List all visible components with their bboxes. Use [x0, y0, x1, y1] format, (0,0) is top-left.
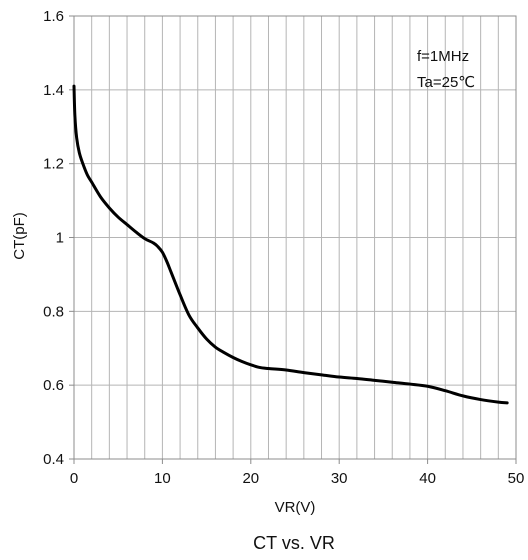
y-tick-label: 1.4 [43, 82, 64, 99]
x-tick-label: 30 [331, 470, 348, 487]
y-tick-label: 1.6 [43, 8, 64, 25]
chart-title: CT vs. VR [253, 533, 335, 553]
y-tick-label: 0.4 [43, 451, 64, 468]
y-tick-label: 0.6 [43, 377, 64, 394]
annotation-frequency: f=1MHz [417, 48, 469, 65]
y-tick-label: 1 [56, 230, 64, 247]
x-tick-label: 50 [508, 470, 525, 487]
x-tick-label: 40 [419, 470, 436, 487]
x-tick-label: 10 [154, 470, 171, 487]
x-tick-label: 0 [70, 470, 78, 487]
x-tick-label: 20 [242, 470, 259, 487]
y-axis-ticks: 0.4 0.6 0.8 1 1.2 1.4 1.6 [43, 8, 74, 468]
y-tick-label: 1.2 [43, 156, 64, 173]
grid [74, 16, 516, 459]
x-axis-label: VR(V) [275, 499, 316, 516]
annotation-temperature: Ta=25℃ [417, 74, 475, 91]
x-axis-ticks: 0 10 20 30 40 50 [70, 459, 525, 487]
series-line [72, 84, 509, 405]
y-tick-label: 0.8 [43, 303, 64, 320]
y-axis-label: CT(pF) [11, 212, 28, 260]
